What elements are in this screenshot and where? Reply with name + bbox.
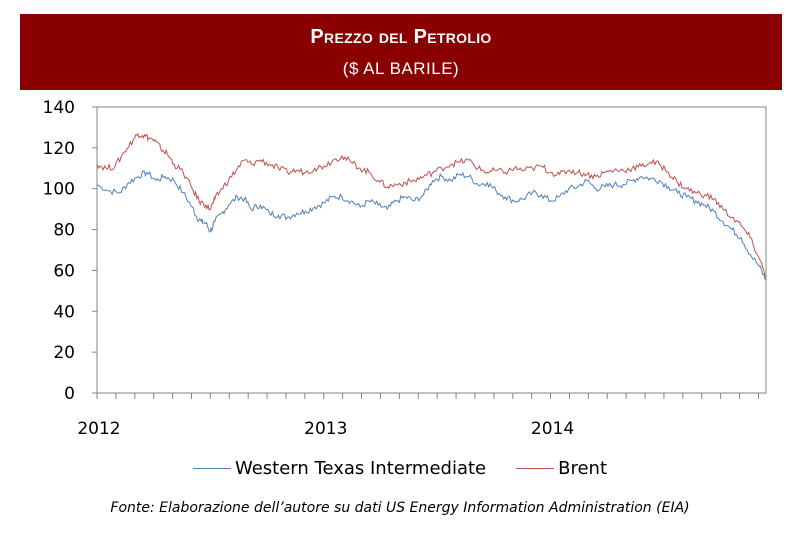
legend-item-wti: Western Texas Intermediate <box>192 457 487 479</box>
x-tick-label: 2012 <box>77 419 120 439</box>
legend-item-brent: Brent <box>516 458 607 479</box>
legend-label-wti: Western Texas Intermediate <box>234 457 487 479</box>
y-tick-label: 0 <box>64 384 75 404</box>
source-note: Fonte: Elaborazione dell’autore su dati … <box>110 500 690 516</box>
chart-title: Prezzo del Petrolio <box>310 26 492 48</box>
y-tick-label: 60 <box>53 261 75 281</box>
y-tick-label: 140 <box>43 98 75 118</box>
title-band: Prezzo del Petrolio ($ AL BARILE) <box>20 14 782 90</box>
series-layer <box>96 132 767 281</box>
y-axis: 0 20 40 60 80 100 120 140 <box>43 98 97 404</box>
plot-area <box>96 106 767 394</box>
y-tick-label: 120 <box>43 139 75 159</box>
legend-swatch-brent <box>516 467 555 469</box>
y-tick-label: 40 <box>53 302 75 322</box>
x-tick-label: 2013 <box>304 419 347 439</box>
series-line-brent <box>96 132 767 277</box>
legend: Western Texas Intermediate Brent <box>0 454 800 482</box>
y-tick-label: 80 <box>53 221 75 241</box>
x-tick-label: 2014 <box>531 419 574 439</box>
legend-swatch-wti <box>192 467 231 469</box>
y-tick-label: 100 <box>43 180 75 200</box>
legend-label-brent: Brent <box>558 457 608 479</box>
series-line-wti <box>96 169 767 281</box>
y-tick-label: 20 <box>53 343 75 363</box>
x-axis: 2012 2013 2014 <box>77 393 759 439</box>
chart-subtitle: ($ AL BARILE) <box>342 59 460 78</box>
